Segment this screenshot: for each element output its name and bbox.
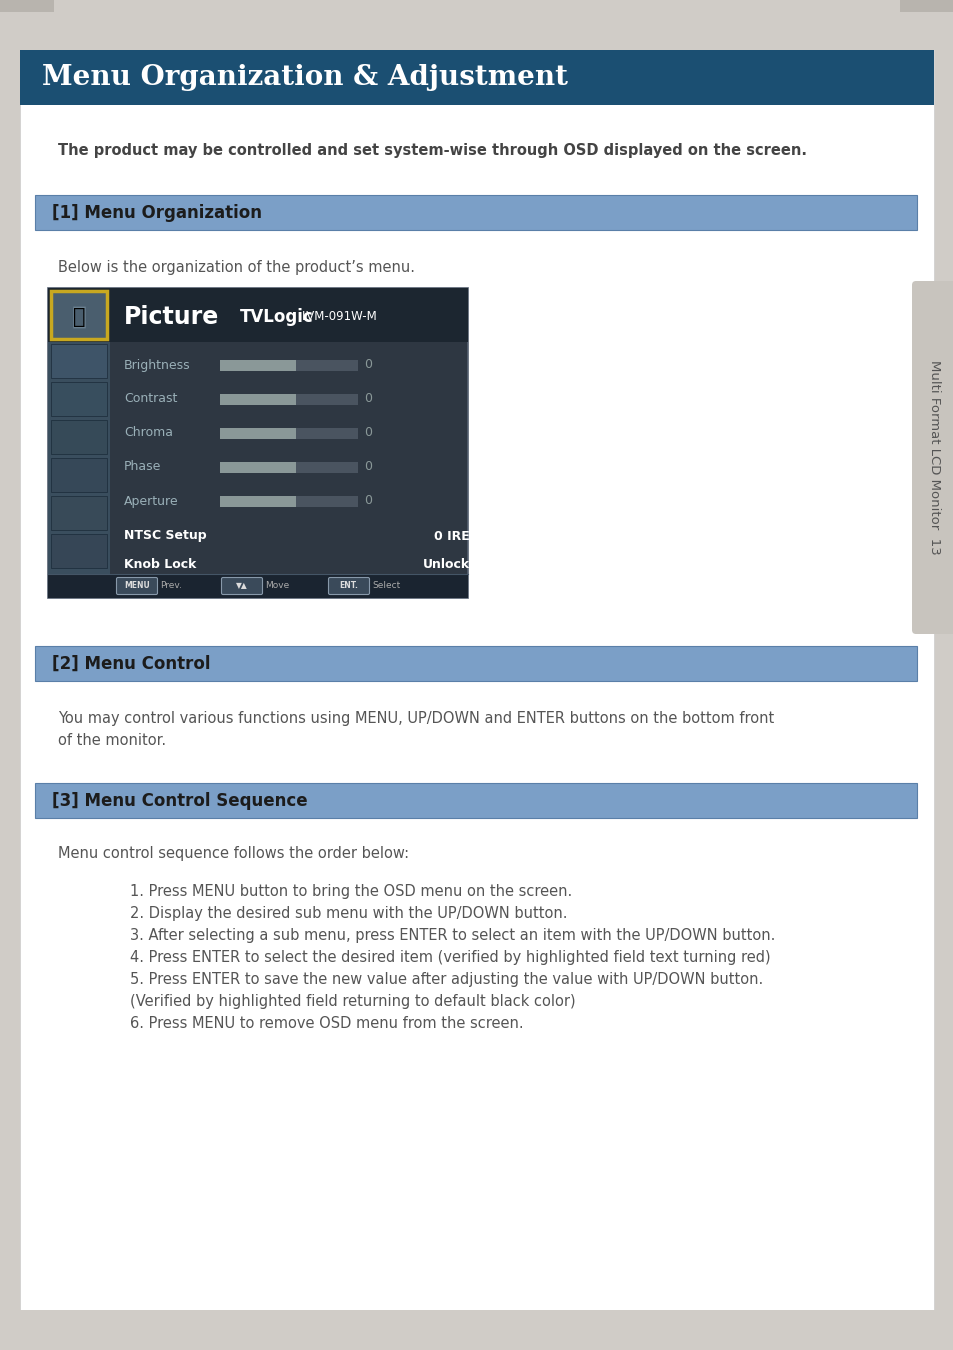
Bar [35,647,916,680]
Text: NTSC Setup: NTSC Setup [124,529,207,543]
Bar [899,0,953,12]
Text: 5. Press ENTER to save the new value after adjusting the value with UP/DOWN butt: 5. Press ENTER to save the new value aft… [130,972,762,987]
Text: You may control various functions using MENU, UP/DOWN and ENTER buttons on the b: You may control various functions using … [58,711,774,726]
Text: Move: Move [265,582,289,590]
Bar [48,288,110,598]
Text: 2. Display the desired sub menu with the UP/DOWN button.: 2. Display the desired sub menu with the… [130,906,567,921]
Text: Knob Lock: Knob Lock [124,558,196,571]
Text: TVLogic: TVLogic [240,308,314,325]
FancyBboxPatch shape [116,578,157,594]
Text: [1] Menu Organization: [1] Menu Organization [52,204,262,221]
Bar [220,393,357,405]
Bar [0,0,54,12]
Text: MENU: MENU [124,582,150,590]
Text: of the monitor.: of the monitor. [58,733,166,748]
Text: LVM-091W-M: LVM-091W-M [302,310,377,324]
Text: ENT.: ENT. [339,582,358,590]
Bar [220,495,295,506]
Bar [51,344,107,378]
Text: 0: 0 [364,427,372,440]
Text: 0 IRE: 0 IRE [434,529,470,543]
Text: Multi Format LCD Monitor  13: Multi Format LCD Monitor 13 [927,360,941,555]
Text: Prev.: Prev. [160,582,182,590]
Text: Aperture: Aperture [124,494,178,508]
Bar [220,393,295,405]
Text: The product may be controlled and set system-wise through OSD displayed on the s: The product may be controlled and set sy… [58,143,806,158]
Text: [3] Menu Control Sequence: [3] Menu Control Sequence [52,791,307,810]
Text: 3. After selecting a sub menu, press ENTER to select an item with the UP/DOWN bu: 3. After selecting a sub menu, press ENT… [130,927,775,944]
Text: 4. Press ENTER to select the desired item (verified by highlighted field text tu: 4. Press ENTER to select the desired ite… [130,950,770,965]
Bar [51,382,107,416]
Bar [48,574,468,598]
Bar [51,292,107,339]
Bar [220,495,357,506]
Bar [220,359,357,370]
FancyBboxPatch shape [328,578,369,594]
Text: Select: Select [372,582,400,590]
Bar [220,428,295,439]
Bar [220,462,295,472]
Text: ⬛: ⬛ [71,305,87,329]
Text: Below is the organization of the product’s menu.: Below is the organization of the product… [58,261,415,275]
Text: Picture: Picture [124,305,219,329]
Bar [220,359,295,370]
Bar [220,428,357,439]
Bar [35,194,916,230]
Text: 0: 0 [364,460,372,474]
Bar [20,50,933,105]
Bar [0,1310,953,1350]
Text: 0: 0 [364,359,372,371]
Text: 1. Press MENU button to bring the OSD menu on the screen.: 1. Press MENU button to bring the OSD me… [130,884,572,899]
Bar [48,288,468,598]
Bar [48,288,468,342]
Text: Unlock: Unlock [422,558,470,571]
FancyBboxPatch shape [911,281,953,634]
Bar [51,458,107,491]
Text: (Verified by highlighted field returning to default black color): (Verified by highlighted field returning… [130,994,575,1008]
Text: 6. Press MENU to remove OSD menu from the screen.: 6. Press MENU to remove OSD menu from th… [130,1017,523,1031]
Text: Brightness: Brightness [124,359,191,371]
Bar [51,420,107,454]
Text: 0: 0 [364,393,372,405]
Bar [35,783,916,818]
Text: Contrast: Contrast [124,393,177,405]
Bar [51,495,107,531]
Text: Phase: Phase [124,460,161,474]
Text: [2] Menu Control: [2] Menu Control [52,655,211,672]
Text: 🖥: 🖥 [72,306,85,327]
Bar [220,462,357,472]
Text: ▼▲: ▼▲ [236,582,248,590]
Text: 0: 0 [364,494,372,508]
Text: Chroma: Chroma [124,427,172,440]
FancyBboxPatch shape [221,578,262,594]
Text: Menu Organization & Adjustment: Menu Organization & Adjustment [42,63,567,90]
Bar [51,535,107,568]
Text: Menu control sequence follows the order below:: Menu control sequence follows the order … [58,846,409,861]
Bar [0,0,953,50]
